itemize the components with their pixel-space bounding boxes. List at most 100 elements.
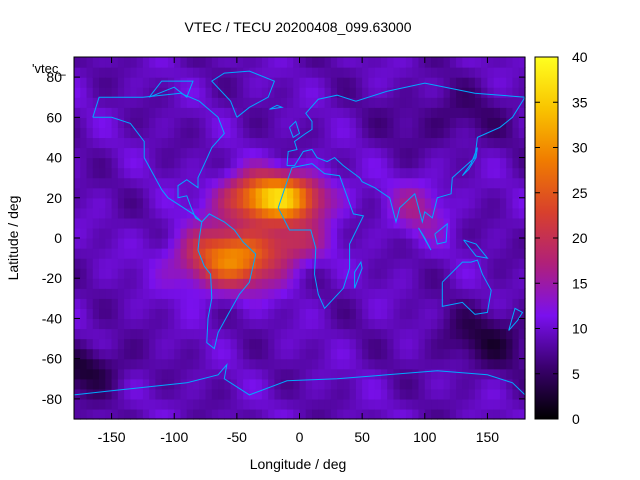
heatmap-cell [205, 57, 213, 68]
heatmap-cell [368, 388, 376, 400]
heatmap-cell [86, 368, 94, 380]
heatmap-cell [481, 187, 489, 199]
heatmap-cell [387, 298, 395, 309]
heatmap-cell [374, 268, 382, 279]
heatmap-cell [186, 127, 194, 139]
heatmap-cell [249, 248, 257, 259]
heatmap-cell [174, 207, 182, 219]
heatmap-cell [230, 167, 238, 179]
heatmap-cell [293, 117, 301, 128]
heatmap-cell [412, 167, 420, 179]
heatmap-cell [236, 238, 244, 249]
heatmap-cell [155, 238, 163, 249]
heatmap-cell [268, 308, 276, 320]
heatmap-cell [243, 187, 250, 199]
heatmap-cell [255, 268, 263, 279]
heatmap-cell [74, 97, 81, 108]
heatmap-cell [117, 187, 125, 199]
heatmap-cell [136, 87, 144, 98]
heatmap-cell [167, 217, 175, 229]
heatmap-cell [155, 117, 163, 128]
heatmap-cell [249, 227, 257, 239]
heatmap-cell [443, 248, 451, 259]
heatmap-cell [155, 358, 163, 370]
heatmap-cell [518, 177, 526, 189]
heatmap-cell [412, 117, 420, 128]
heatmap-cell [111, 358, 119, 370]
heatmap-cell [518, 358, 526, 370]
heatmap-cell [155, 227, 163, 239]
heatmap-cell [355, 408, 363, 420]
heatmap-cell [74, 378, 81, 390]
coastline [211, 70, 276, 118]
heatmap-cell [349, 248, 357, 259]
heatmap-cell [230, 127, 238, 139]
heatmap-cell [249, 238, 257, 249]
heatmap-cell [224, 398, 232, 410]
heatmap-cell [481, 338, 489, 350]
heatmap-cell [205, 97, 213, 108]
heatmap-cell [80, 398, 88, 410]
heatmap-cell [318, 147, 326, 159]
heatmap-cell [80, 348, 88, 360]
heatmap-cell [405, 248, 413, 259]
heatmap-cell [343, 157, 351, 169]
heatmap-cell [286, 248, 294, 259]
heatmap-cell [224, 268, 232, 279]
heatmap-cell [167, 338, 175, 350]
heatmap-cell [424, 217, 432, 229]
heatmap-cell [111, 137, 119, 149]
heatmap-cell [286, 318, 294, 330]
heatmap-cell [218, 358, 225, 370]
heatmap-cell [186, 358, 194, 370]
heatmap-cell [393, 137, 401, 149]
heatmap-cell [424, 318, 432, 330]
heatmap-cell [186, 207, 194, 219]
heatmap-cell [343, 57, 351, 68]
heatmap-cell [111, 348, 119, 360]
heatmap-cell [174, 127, 182, 139]
heatmap-cell [92, 378, 100, 390]
heatmap-cell [268, 227, 276, 239]
heatmap-cell [343, 167, 351, 179]
heatmap-cell [393, 107, 401, 118]
heatmap-cell [462, 57, 470, 68]
heatmap-cell [362, 338, 369, 350]
heatmap-cell [274, 388, 282, 400]
heatmap-cell [117, 117, 125, 128]
heatmap-cell [186, 318, 194, 330]
heatmap-cell [299, 227, 307, 239]
heatmap-cell [487, 207, 495, 219]
heatmap-cell [193, 197, 200, 209]
heatmap-cell [456, 268, 463, 279]
heatmap-cell [261, 298, 269, 309]
heatmap-cell [518, 398, 526, 410]
heatmap-cell [387, 217, 395, 229]
heatmap-cell [193, 288, 200, 299]
heatmap-cell [149, 378, 157, 390]
heatmap-cell [193, 187, 200, 199]
heatmap-cell [312, 298, 319, 309]
heatmap-cell [243, 67, 250, 78]
heatmap-cell [337, 388, 344, 400]
heatmap-cell [117, 87, 125, 98]
heatmap-cell [236, 167, 244, 179]
heatmap-cell [499, 358, 507, 370]
heatmap-cell [368, 288, 376, 299]
heatmap-cell [474, 268, 482, 279]
heatmap-cell [487, 378, 495, 390]
heatmap-cell [481, 167, 489, 179]
heatmap-cell [92, 388, 100, 400]
heatmap-cell [136, 77, 144, 88]
heatmap-cell [506, 77, 514, 88]
coastline [277, 163, 365, 310]
heatmap-cell [318, 157, 326, 169]
heatmap-cell [124, 167, 131, 179]
heatmap-cell [362, 187, 369, 199]
heatmap-cell [218, 368, 225, 380]
heatmap-cell [205, 318, 213, 330]
heatmap-cell [362, 157, 369, 169]
heatmap-cell [330, 268, 338, 279]
heatmap-cell [493, 368, 501, 380]
heatmap-cell [337, 107, 344, 118]
